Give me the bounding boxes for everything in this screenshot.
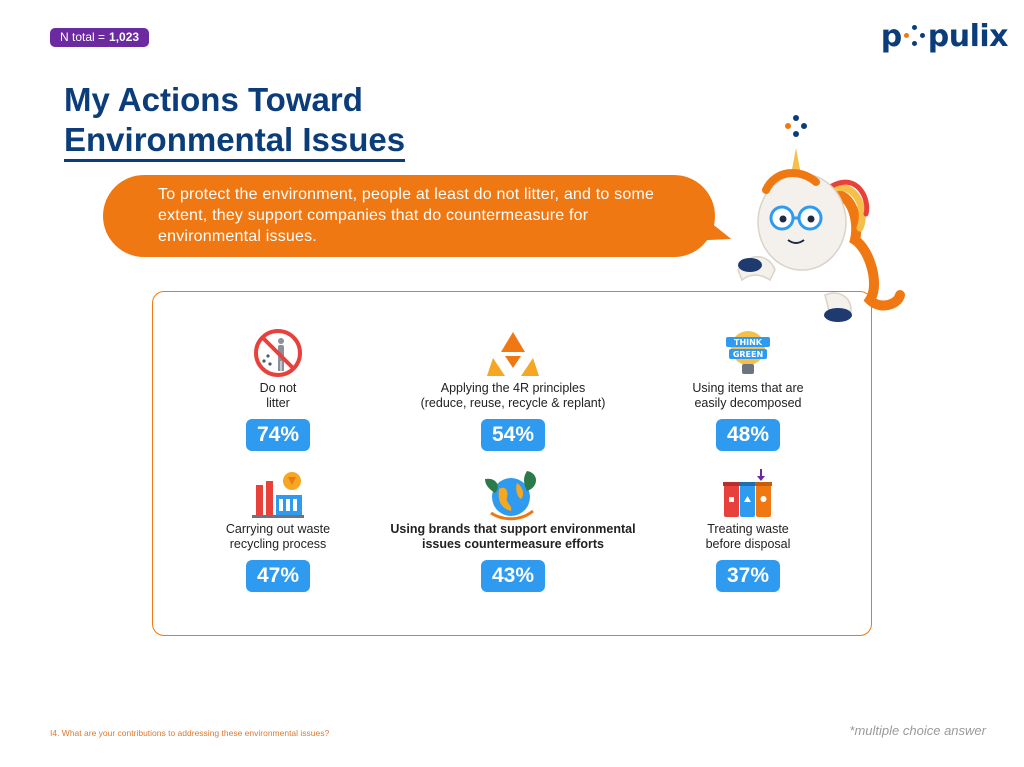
percentage-badge: 48% bbox=[716, 419, 780, 451]
logo-text-start: p bbox=[880, 18, 902, 54]
logo-dots-icon bbox=[903, 25, 926, 47]
item-label: Treating waste before disposal bbox=[613, 522, 883, 554]
result-item-treating-waste: Treating waste before disposal 37% bbox=[613, 469, 883, 592]
sample-size-label: N total = bbox=[60, 30, 106, 44]
item-label: Using items that are easily decomposed bbox=[613, 381, 883, 413]
unicorn-mascot-icon bbox=[737, 115, 905, 322]
item-label-text: Carrying out waste recycling process bbox=[225, 522, 331, 551]
speech-bubble: To protect the environment, people at le… bbox=[103, 175, 715, 257]
item-label: Applying the 4R principles (reduce, reus… bbox=[378, 381, 648, 413]
percentage-badge: 54% bbox=[481, 419, 545, 451]
result-item-waste-recycling: Carrying out waste recycling process 47% bbox=[143, 469, 413, 592]
percentage-badge: 37% bbox=[716, 560, 780, 592]
percentage-badge: 74% bbox=[246, 419, 310, 451]
item-label-text: Do not litter bbox=[259, 381, 297, 410]
item-label-text: Using items that are easily decomposed bbox=[692, 381, 804, 410]
result-item-supporting-brands: Using brands that support environmental … bbox=[378, 469, 648, 592]
title-line-1: My Actions Toward bbox=[64, 81, 363, 118]
logo-text-end: pulix bbox=[927, 18, 1009, 54]
survey-question: I4. What are your contributions to addre… bbox=[50, 728, 330, 738]
page-title: My Actions Toward Environmental Issues bbox=[64, 80, 406, 162]
item-label-text: Using brands that support environmental … bbox=[390, 522, 636, 551]
result-item-do-not-litter: Do not litter 74% bbox=[143, 328, 413, 451]
sorting-bins-icon bbox=[723, 469, 772, 517]
think-green-bulb-icon: THINK GREEN bbox=[726, 331, 770, 374]
sample-size-value: 1,023 bbox=[109, 30, 140, 44]
multiple-choice-note: *multiple choice answer bbox=[849, 723, 986, 738]
item-label: Using brands that support environmental … bbox=[378, 522, 648, 554]
think-text: THINK bbox=[734, 338, 763, 347]
result-item-4r-principles: Applying the 4R principles (reduce, reus… bbox=[378, 328, 648, 451]
result-item-decomposable-items: THINK GREEN Using items that are easily … bbox=[613, 328, 883, 451]
results-panel bbox=[152, 291, 872, 636]
percentage-badge: 47% bbox=[246, 560, 310, 592]
recycle-icon bbox=[487, 332, 539, 376]
no-litter-icon bbox=[254, 329, 302, 377]
recycling-factory-icon bbox=[252, 472, 304, 518]
title-line-2: Environmental Issues bbox=[64, 121, 406, 162]
item-label: Carrying out waste recycling process bbox=[143, 522, 413, 554]
green-earth-icon bbox=[485, 471, 536, 521]
populix-logo: p pulix bbox=[880, 16, 1009, 56]
item-label: Do not litter bbox=[143, 381, 413, 413]
item-label-text: Treating waste before disposal bbox=[705, 522, 791, 551]
item-label-text: Applying the 4R principles (reduce, reus… bbox=[420, 381, 606, 410]
bubble-text: To protect the environment, people at le… bbox=[158, 186, 655, 245]
percentage-badge: 43% bbox=[481, 560, 545, 592]
sample-size-badge: N total = 1,023 bbox=[50, 28, 150, 47]
green-text: GREEN bbox=[733, 350, 763, 359]
